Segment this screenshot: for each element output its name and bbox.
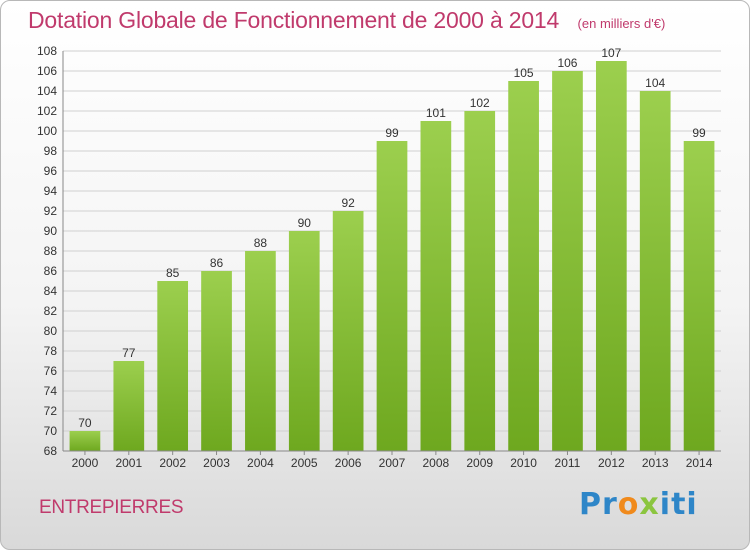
data-label: 77 — [122, 346, 136, 360]
x-tick-label: 2001 — [115, 456, 142, 470]
data-label: 92 — [341, 196, 355, 210]
x-tick-label: 2007 — [379, 456, 406, 470]
data-label: 90 — [298, 216, 312, 230]
x-tick-label: 2000 — [72, 456, 99, 470]
x-tick-label: 2004 — [247, 456, 274, 470]
x-tick-label: 2010 — [510, 456, 537, 470]
logo-part: x — [639, 487, 660, 522]
data-label: 104 — [645, 76, 665, 90]
y-tick-label: 100 — [37, 124, 57, 138]
y-tick-label: 68 — [44, 444, 58, 458]
bars — [69, 61, 715, 451]
bar — [420, 121, 452, 451]
data-label: 105 — [514, 66, 534, 80]
y-tick-label: 96 — [44, 164, 58, 178]
y-tick-label: 74 — [44, 384, 58, 398]
y-tick-label: 82 — [44, 304, 58, 318]
chart-title: Dotation Globale de Fonctionnement de 20… — [28, 7, 665, 34]
data-label: 70 — [78, 416, 92, 430]
y-tick-label: 108 — [37, 44, 57, 58]
bar — [69, 431, 101, 451]
y-tick-label: 104 — [37, 84, 57, 98]
y-tick-label: 80 — [44, 324, 58, 338]
data-label: 99 — [692, 126, 706, 140]
y-tick-label: 98 — [44, 144, 58, 158]
data-label: 86 — [210, 256, 224, 270]
bar — [683, 141, 715, 451]
bar — [113, 361, 145, 451]
bar — [639, 91, 671, 451]
x-axis-ticks: 2000 2001 2002 2003 2004 2005 2006 2007 2008 2009… — [72, 451, 713, 470]
y-tick-label: 70 — [44, 424, 58, 438]
x-tick-label: 2002 — [159, 456, 186, 470]
logo-part: Pr — [579, 487, 618, 522]
data-label: 101 — [426, 106, 446, 120]
y-tick-label: 94 — [44, 184, 58, 198]
bar — [595, 61, 627, 451]
y-tick-label: 86 — [44, 264, 58, 278]
data-labels: 70 77 85 86 88 90 92 99 101 102 105 106 107 104 99 — [78, 46, 706, 430]
chart-title-text: Dotation Globale de Fonctionnement de 20… — [28, 7, 560, 33]
data-label: 102 — [470, 96, 490, 110]
data-label: 107 — [601, 46, 621, 60]
y-tick-label: 76 — [44, 364, 58, 378]
x-tick-label: 2014 — [686, 456, 713, 470]
bar — [332, 211, 364, 451]
y-tick-label: 102 — [37, 104, 57, 118]
x-tick-label: 2011 — [555, 456, 581, 470]
bar — [157, 281, 189, 451]
data-label: 85 — [166, 266, 180, 280]
commune-name: ENTREPIERRES — [39, 497, 184, 518]
bar — [376, 141, 408, 451]
y-tick-label: 78 — [44, 344, 58, 358]
y-axis-ticks: 68 70 72 74 76 78 80 82 84 86 88 90 92 94 96 98 100 102 10… — [37, 44, 57, 458]
bar — [201, 271, 232, 451]
bar — [288, 231, 320, 451]
y-tick-label: 72 — [44, 404, 58, 418]
data-label: 88 — [254, 236, 268, 250]
bar — [552, 71, 583, 451]
bar — [245, 251, 276, 451]
bar — [508, 81, 539, 451]
x-tick-label: 2008 — [423, 456, 450, 470]
proxiti-logo: Proxiti — [579, 487, 698, 522]
data-label: 106 — [557, 56, 577, 70]
bar — [464, 111, 496, 451]
logo-part: iti — [659, 487, 698, 522]
x-tick-label: 2013 — [642, 456, 669, 470]
x-tick-label: 2009 — [466, 456, 493, 470]
x-tick-label: 2003 — [203, 456, 230, 470]
y-tick-label: 106 — [37, 64, 57, 78]
x-tick-label: 2012 — [598, 456, 625, 470]
logo-part: o — [617, 487, 640, 522]
y-tick-label: 88 — [44, 244, 58, 258]
x-tick-label: 2006 — [335, 456, 362, 470]
chart-unit: (en milliers d'€) — [577, 16, 666, 31]
y-tick-label: 92 — [44, 204, 58, 218]
y-tick-label: 84 — [44, 284, 58, 298]
y-tick-label: 90 — [44, 224, 58, 238]
x-tick-label: 2005 — [291, 456, 318, 470]
data-label: 99 — [385, 126, 399, 140]
